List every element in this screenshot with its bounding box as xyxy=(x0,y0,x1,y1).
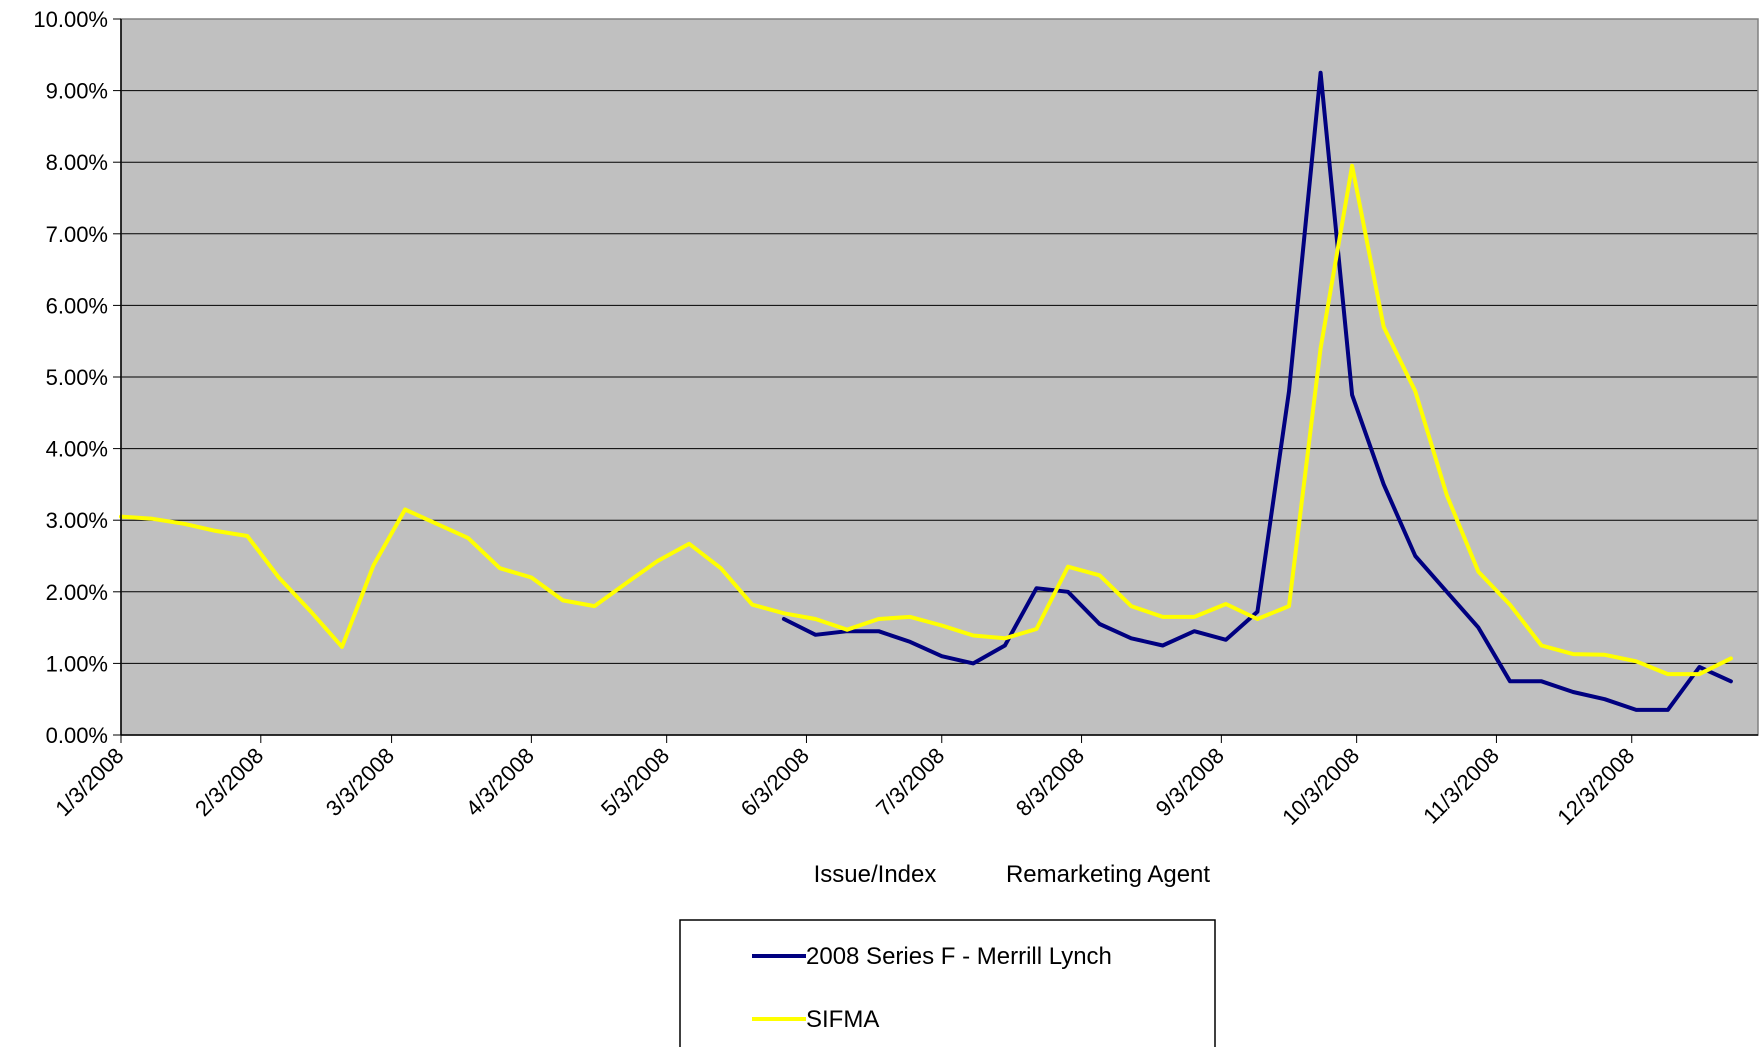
x-tick-label: 7/3/2008 xyxy=(871,743,949,821)
series-line-sifma xyxy=(119,163,1733,677)
x-tick-label: 11/3/2008 xyxy=(1418,743,1504,829)
y-tick-label: 7.00% xyxy=(46,222,108,247)
legend: 2008 Series F - Merrill Lynch SIFMA xyxy=(679,919,1216,1047)
x-tick-label: 1/3/2008 xyxy=(50,743,128,821)
y-tick-label: 6.00% xyxy=(46,293,108,318)
y-tick-label: 3.00% xyxy=(46,508,108,533)
axis-note-issue-index: Issue/Index xyxy=(814,861,937,888)
y-tick-label: 9.00% xyxy=(46,79,108,104)
series-line-merrill-lynch xyxy=(781,70,1733,712)
y-tick-label: 4.00% xyxy=(46,437,108,462)
legend-label-merrill-lynch: 2008 Series F - Merrill Lynch xyxy=(806,943,1112,970)
x-tick-label: 4/3/2008 xyxy=(461,743,539,821)
x-tick-label: 6/3/2008 xyxy=(736,743,814,821)
y-tick-label: 0.00% xyxy=(46,723,108,748)
x-tick-label: 5/3/2008 xyxy=(596,743,674,821)
y-tick-label: 2.00% xyxy=(46,580,108,605)
y-tick-label: 5.00% xyxy=(46,365,108,390)
y-tick-label: 10.00% xyxy=(33,7,108,32)
y-tick-label: 8.00% xyxy=(46,150,108,175)
x-tick-label: 10/3/2008 xyxy=(1277,743,1364,830)
x-axis-ticks: 1/3/2008 2/3/2008 3/3/2008 4/3/2008 5/3/2008… xyxy=(50,735,1639,830)
x-tick-label: 9/3/2008 xyxy=(1151,743,1229,821)
x-tick-label: 3/3/2008 xyxy=(321,743,399,821)
axis-note-remarketing-agent: Remarketing Agent xyxy=(1006,861,1210,888)
series-lines xyxy=(119,70,1733,712)
y-tick-label: 1.00% xyxy=(46,651,108,676)
legend-label-sifma: SIFMA xyxy=(806,1006,879,1033)
legend-box xyxy=(679,919,1216,1047)
x-tick-label: 8/3/2008 xyxy=(1011,743,1089,821)
x-tick-label: 12/3/2008 xyxy=(1552,743,1639,830)
y-axis-ticks: 0.00% 1.00% 2.00% 3.00% 4.00% 5.00% 6.00% 7.00%… xyxy=(33,7,121,748)
x-tick-label: 2/3/2008 xyxy=(190,743,268,821)
